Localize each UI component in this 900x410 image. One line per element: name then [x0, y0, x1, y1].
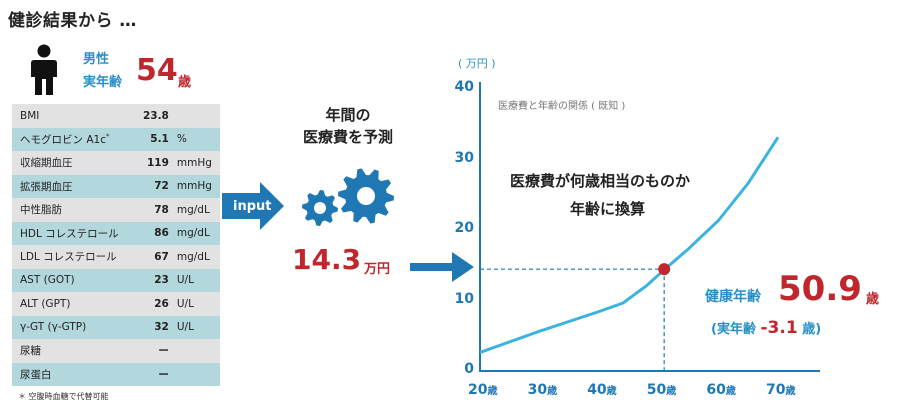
input-arrow-icon [222, 182, 284, 230]
lab-row: 尿糖ー [12, 339, 220, 363]
age-difference-close: 歳) [802, 322, 822, 337]
lab-value: 32 [135, 315, 175, 339]
lab-value: 67 [135, 245, 175, 269]
actual-age-unit: 歳 [178, 75, 192, 90]
lab-value: 72 [135, 174, 175, 198]
lab-name: AST (GOT) [12, 268, 136, 292]
lab-row: AST (GOT) 23 U/L [12, 268, 220, 292]
lab-value: ー [135, 339, 175, 363]
predicted-cost-unit: 万円 [364, 262, 391, 277]
lab-value: 119 [135, 151, 175, 175]
actual-age-value: 54 [136, 53, 178, 88]
predicted-cost-value: 14.3 [292, 243, 362, 276]
y-tick-label: 30 [454, 149, 474, 166]
lab-name: LDL コレステロール [12, 245, 136, 269]
gears-icon [302, 168, 394, 226]
person-icon [31, 44, 57, 95]
lab-name: γ-GT (γ-GTP) [12, 315, 136, 339]
prediction-title-line2: 医療費を予測 [302, 128, 393, 146]
y-tick-label: 40 [454, 79, 474, 95]
lab-unit: U/L [174, 315, 220, 339]
x-tick-label: 40歳 [587, 382, 617, 398]
health-age-unit: 歳 [866, 292, 880, 307]
age-difference-open: (実年齢 [711, 322, 756, 337]
x-tick-label: 50歳 [646, 382, 677, 398]
lab-unit [174, 104, 220, 128]
y-tick-label: 0 [464, 361, 474, 377]
lab-value: 23.8 [135, 104, 175, 128]
gear-hole [357, 187, 375, 205]
chart-title: 医療費と年齢の関係 ( 既知 ) [498, 101, 626, 112]
lab-unit: mmHg [174, 151, 220, 175]
lab-row: LDL コレステロール 67 mg/dL [12, 245, 220, 269]
cost-arrow-icon [410, 252, 474, 282]
lab-name: 拡張期血圧 [12, 174, 136, 198]
lab-row: 収縮期血圧 119 mmHg [12, 151, 220, 175]
age-difference-value: -3.1 [760, 318, 798, 338]
lab-row: 拡張期血圧 72 mmHg [12, 174, 220, 198]
highlight-point [658, 263, 671, 276]
lab-value: 86 [135, 221, 175, 245]
actual-age-label: 実年齢 [83, 75, 123, 90]
input-label: input [233, 198, 272, 214]
health-age-value: 50.9 [778, 269, 862, 309]
y-axis-label: ( 万円 ) [458, 57, 496, 70]
lab-name: 中性脂肪 [12, 198, 136, 222]
lab-name: ALT (GPT) [12, 292, 136, 316]
y-tick-label: 10 [454, 290, 474, 307]
lab-name: 尿蛋白 [12, 362, 136, 386]
lab-name: ヘモグロビン A1c* [12, 127, 136, 151]
lab-unit: U/L [174, 268, 220, 292]
lab-unit [174, 339, 220, 363]
lab-row: 中性脂肪 78 mg/dL [12, 198, 220, 222]
prediction-title-line1: 年間の [325, 106, 371, 124]
lab-unit: U/L [174, 292, 220, 316]
lab-unit: mg/dL [174, 245, 220, 269]
lab-name: HDL コレステロール [12, 221, 136, 245]
lab-unit: % [174, 127, 220, 151]
lab-unit: mg/dL [174, 221, 220, 245]
lab-name: BMI [12, 104, 136, 128]
lab-value: 5.1 [135, 127, 175, 151]
lab-value: 23 [135, 268, 175, 292]
page-title: 健診結果から … [8, 11, 137, 31]
x-tick-label: 70歳 [766, 382, 796, 398]
lab-row: BMI 23.8 [12, 104, 220, 128]
lab-value: ー [135, 362, 175, 386]
lab-row: 尿蛋白ー [12, 362, 220, 386]
lab-footnote-mark: * [105, 132, 110, 141]
lab-row: ヘモグロビン A1c* 5.1% [12, 127, 220, 151]
y-tick-label: 20 [454, 220, 474, 236]
footnote: ＊ 空腹時血糖で代替可能 [18, 392, 109, 401]
lab-row: γ-GT (γ-GTP) 32 U/L [12, 315, 220, 339]
lab-name: 収縮期血圧 [12, 151, 136, 175]
health-age-label: 健康年齢 [705, 289, 761, 305]
age-difference: (実年齢 -3.1 歳) [711, 318, 821, 338]
x-tick-label: 60歳 [706, 382, 736, 398]
gear-hole [314, 202, 326, 214]
lab-value: 26 [135, 292, 175, 316]
annotation-line1: 医療費が何歳相当のものか [510, 172, 691, 190]
lab-value: 78 [135, 198, 175, 222]
lab-unit: mmHg [174, 174, 220, 198]
lab-unit [174, 362, 220, 386]
lab-row: ALT (GPT) 26 U/L [12, 292, 220, 316]
lab-unit: mg/dL [174, 198, 220, 222]
sex-label: 男性 [83, 52, 110, 67]
x-tick-label: 30歳 [527, 382, 558, 398]
lab-row: HDL コレステロール 86 mg/dL [12, 221, 220, 245]
lab-name: 尿糖 [12, 339, 136, 363]
lab-results-table: BMI 23.8 ヘモグロビン A1c* 5.1% 収縮期血圧 119 mmHg 拡張期血圧 7… [12, 104, 220, 386]
annotation-line2: 年齢に換算 [570, 200, 646, 218]
series-line [479, 136, 780, 354]
x-tick-label: 20歳 [468, 382, 498, 398]
